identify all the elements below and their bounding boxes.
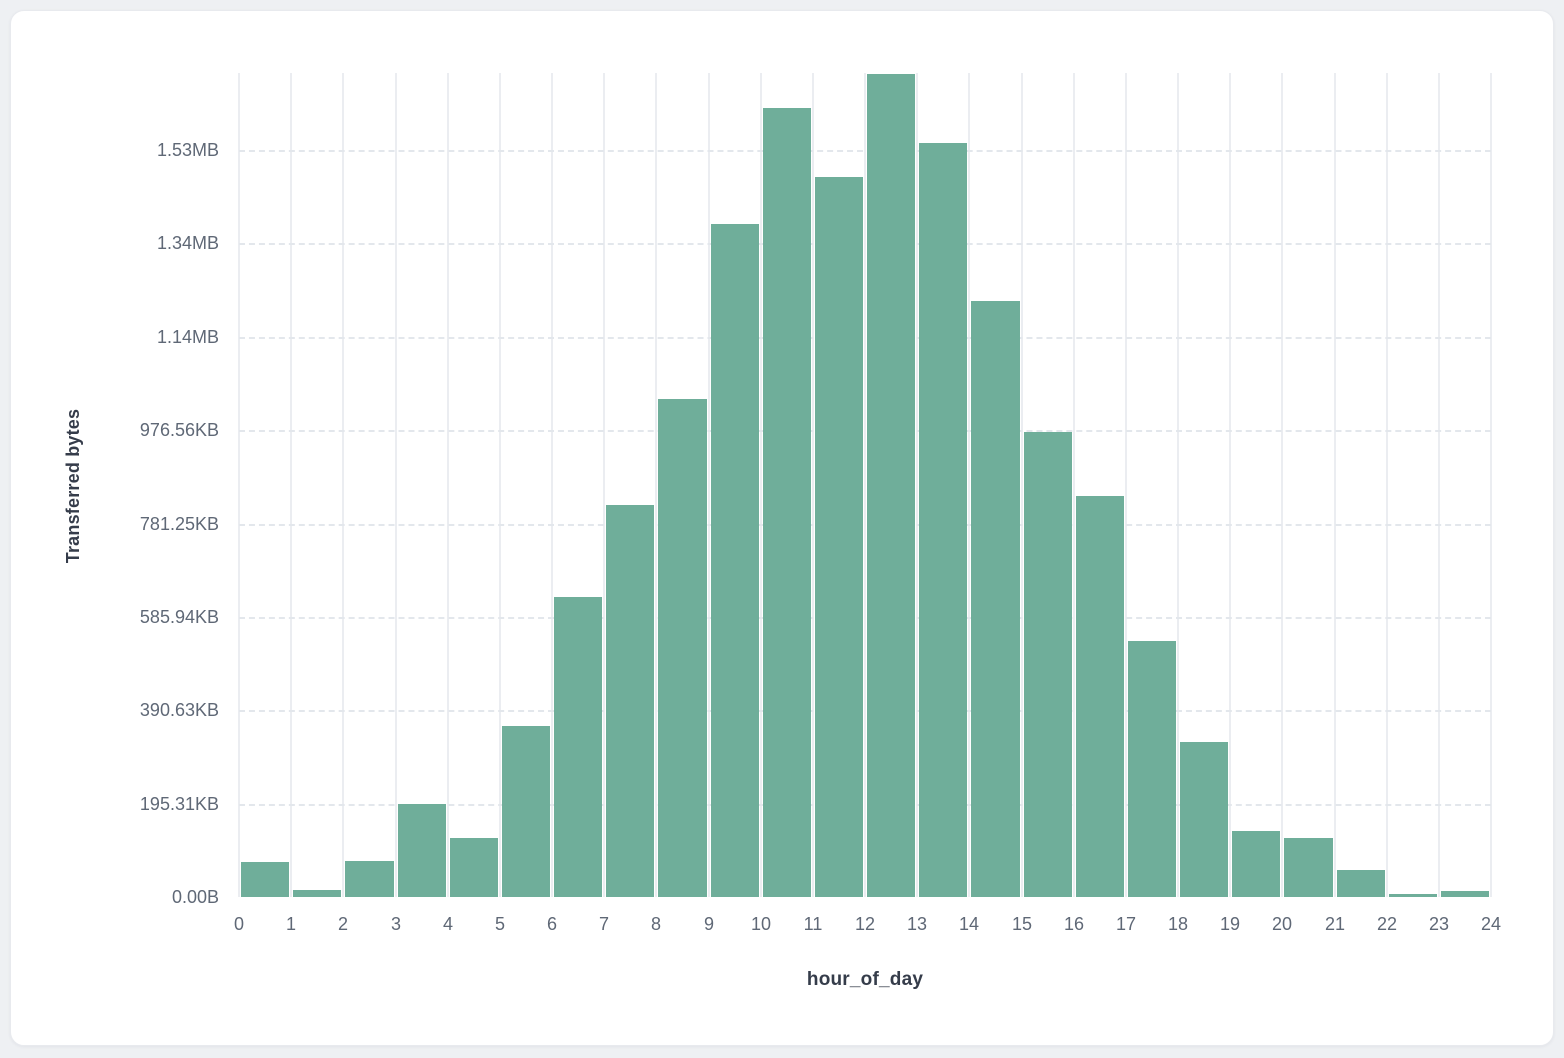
vertical-gridline <box>395 73 397 897</box>
chart-card: Transferred bytes hour_of_day 0.00B 195.3… <box>10 10 1554 1046</box>
vertical-gridline <box>1125 73 1127 897</box>
x-tick-label: 3 <box>390 914 401 934</box>
vertical-gridline <box>1386 73 1388 897</box>
vertical-gridline <box>447 73 449 897</box>
bar-hour-13[interactable] <box>919 143 967 897</box>
bar-hour-6[interactable] <box>554 597 602 897</box>
bar-hour-12[interactable] <box>867 74 915 897</box>
x-tick-label: 1 <box>285 914 296 934</box>
vertical-gridline <box>1021 73 1023 897</box>
y-tick-label: 195.31KB <box>139 794 219 814</box>
x-tick-label: 13 <box>906 914 928 934</box>
vertical-gridline <box>864 73 866 897</box>
bar-hour-1[interactable] <box>293 890 341 897</box>
bar-hour-14[interactable] <box>971 301 1020 897</box>
y-tick-label: 976.56KB <box>139 420 219 440</box>
bar-hour-9[interactable] <box>711 224 759 897</box>
horizontal-gridline <box>239 524 1491 526</box>
vertical-gridline <box>968 73 970 897</box>
x-tick-label: 0 <box>233 914 244 934</box>
bar-hour-4[interactable] <box>450 838 498 897</box>
bar-hour-18[interactable] <box>1180 742 1228 897</box>
x-tick-label: 6 <box>546 914 557 934</box>
vertical-gridline <box>1229 73 1231 897</box>
y-tick-label: 585.94KB <box>139 607 219 627</box>
x-tick-label: 9 <box>703 914 714 934</box>
horizontal-gridline <box>239 337 1491 339</box>
horizontal-gridline <box>239 710 1491 712</box>
x-tick-label: 14 <box>958 914 980 934</box>
x-axis-title: hour_of_day <box>806 969 924 990</box>
x-tick-label: 17 <box>1115 914 1137 934</box>
bar-hour-23[interactable] <box>1441 891 1489 897</box>
y-tick-label: 0.00B <box>171 887 219 907</box>
x-tick-label: 8 <box>650 914 661 934</box>
vertical-gridline <box>290 73 292 897</box>
vertical-gridline <box>916 73 918 897</box>
x-tick-label: 10 <box>750 914 772 934</box>
x-tick-label: 18 <box>1167 914 1189 934</box>
horizontal-gridline <box>239 243 1491 245</box>
x-tick-label: 19 <box>1219 914 1241 934</box>
x-tick-label: 5 <box>494 914 505 934</box>
bar-hour-5[interactable] <box>502 726 550 897</box>
bar-hour-21[interactable] <box>1337 870 1385 897</box>
x-tick-label: 15 <box>1011 914 1033 934</box>
bar-hour-3[interactable] <box>398 804 446 897</box>
vertical-gridline <box>1073 73 1075 897</box>
vertical-gridline <box>655 73 657 897</box>
vertical-gridline <box>760 73 762 897</box>
x-tick-label: 7 <box>598 914 609 934</box>
vertical-gridline <box>1490 73 1492 897</box>
vertical-gridline <box>1281 73 1283 897</box>
horizontal-gridline <box>239 150 1491 152</box>
y-tick-label: 1.34MB <box>156 233 219 253</box>
vertical-gridline <box>238 73 240 897</box>
horizontal-gridline <box>239 430 1491 432</box>
bar-hour-11[interactable] <box>815 177 863 897</box>
vertical-gridline <box>812 73 814 897</box>
vertical-gridline <box>1438 73 1440 897</box>
x-tick-label: 20 <box>1271 914 1293 934</box>
horizontal-gridline <box>239 617 1491 619</box>
bar-hour-22[interactable] <box>1389 894 1437 897</box>
bar-hour-8[interactable] <box>658 399 707 897</box>
bar-hour-17[interactable] <box>1128 641 1176 897</box>
vertical-gridline <box>708 73 710 897</box>
bar-hour-16[interactable] <box>1076 496 1124 897</box>
y-axis-title: Transferred bytes <box>63 408 83 564</box>
bar-hour-15[interactable] <box>1024 432 1072 897</box>
vertical-gridline <box>603 73 605 897</box>
x-tick-label: 4 <box>442 914 453 934</box>
x-tick-label: 22 <box>1376 914 1398 934</box>
y-tick-label: 1.53MB <box>156 140 219 160</box>
bar-hour-10[interactable] <box>763 108 811 897</box>
vertical-gridline <box>1334 73 1336 897</box>
x-tick-label: 12 <box>854 914 876 934</box>
y-tick-label: 390.63KB <box>139 700 219 720</box>
bar-hour-20[interactable] <box>1284 838 1333 897</box>
x-tick-label: 24 <box>1480 914 1502 934</box>
vertical-gridline <box>499 73 501 897</box>
vertical-gridline <box>551 73 553 897</box>
vertical-gridline <box>342 73 344 897</box>
x-tick-label: 2 <box>337 914 348 934</box>
plot-area <box>238 73 1492 897</box>
y-tick-label: 781.25KB <box>139 514 219 534</box>
x-tick-label: 11 <box>803 914 823 934</box>
x-tick-label: 23 <box>1428 914 1450 934</box>
bar-hour-19[interactable] <box>1232 831 1280 897</box>
bar-hour-2[interactable] <box>345 861 394 897</box>
y-tick-label: 1.14MB <box>156 327 219 347</box>
x-tick-label: 21 <box>1324 914 1346 934</box>
horizontal-gridline <box>239 804 1491 806</box>
bar-hour-7[interactable] <box>606 505 654 897</box>
bar-hour-0[interactable] <box>241 862 289 897</box>
vertical-gridline <box>1177 73 1179 897</box>
x-tick-label: 16 <box>1063 914 1085 934</box>
